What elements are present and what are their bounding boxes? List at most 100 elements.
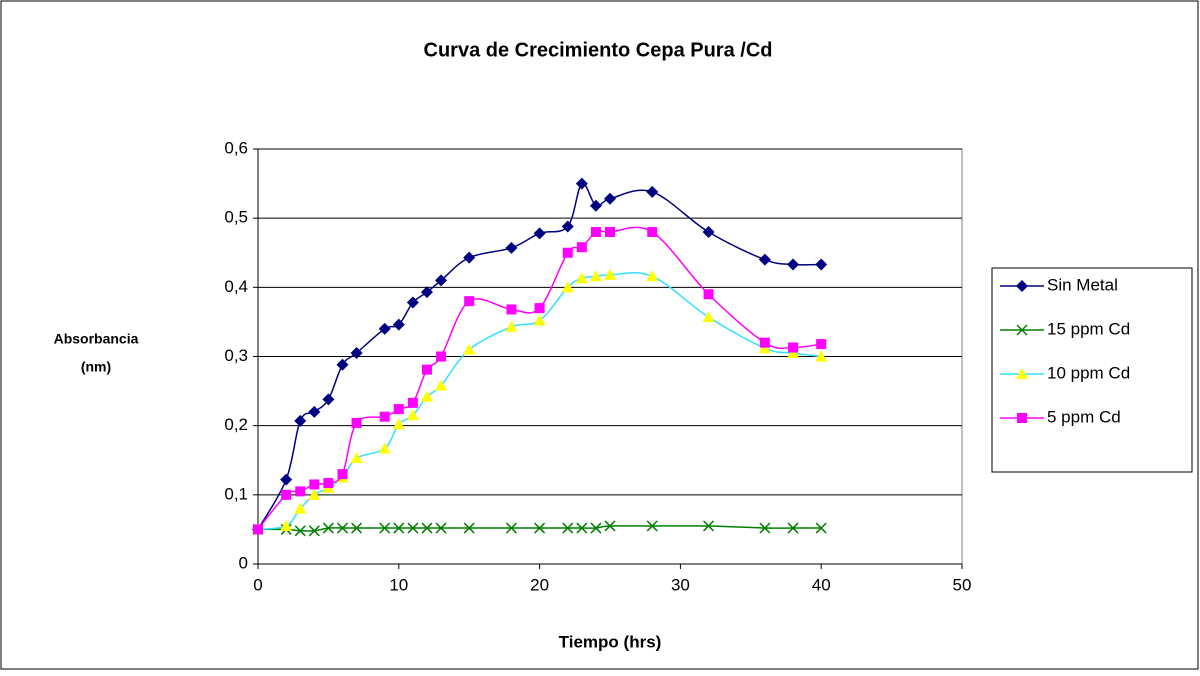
legend-label: 5 ppm Cd xyxy=(1047,407,1121,426)
marker xyxy=(1017,413,1027,423)
marker xyxy=(505,320,518,332)
marker xyxy=(420,390,433,402)
marker xyxy=(505,241,518,254)
marker xyxy=(604,268,616,280)
marker xyxy=(351,522,363,534)
marker xyxy=(815,522,827,534)
marker xyxy=(759,522,771,534)
marker xyxy=(323,478,334,489)
y-tick-label: 0,1 xyxy=(224,484,248,503)
marker xyxy=(702,226,715,238)
marker xyxy=(506,304,517,315)
marker xyxy=(280,473,293,486)
marker xyxy=(435,379,448,391)
marker xyxy=(815,258,828,271)
marker xyxy=(336,358,349,371)
marker xyxy=(590,522,602,534)
marker xyxy=(294,502,307,514)
marker xyxy=(280,519,293,531)
marker xyxy=(576,522,588,534)
x-tick-label: 50 xyxy=(953,575,972,594)
y-tick-label: 0,5 xyxy=(224,208,248,227)
x-tick-label: 0 xyxy=(253,575,262,594)
marker xyxy=(309,479,320,490)
marker xyxy=(407,522,419,534)
marker xyxy=(308,488,321,500)
marker xyxy=(562,247,573,258)
marker xyxy=(815,350,828,362)
marker xyxy=(407,397,418,408)
marker xyxy=(534,303,545,314)
y-tick-label: 0,4 xyxy=(224,277,248,296)
marker xyxy=(576,242,587,253)
marker xyxy=(421,522,433,534)
marker xyxy=(322,393,335,406)
marker xyxy=(646,185,659,198)
marker xyxy=(758,342,771,354)
marker xyxy=(788,342,799,353)
y-axis-label: (nm) xyxy=(81,359,111,375)
marker xyxy=(253,524,263,535)
marker xyxy=(336,522,349,534)
marker xyxy=(759,337,770,348)
marker xyxy=(646,520,658,532)
legend-box xyxy=(991,267,1193,473)
marker xyxy=(646,270,659,282)
marker xyxy=(703,520,715,532)
y-tick-label: 0,6 xyxy=(224,138,248,157)
x-axis-label: Tiempo (hrs) xyxy=(559,632,662,651)
marker xyxy=(702,311,715,323)
y-tick-label: 0 xyxy=(239,553,248,572)
legend-label: 10 ppm Cd xyxy=(1047,363,1130,382)
marker xyxy=(351,417,362,428)
marker xyxy=(787,258,800,271)
y-tick-label: 0,3 xyxy=(224,346,248,365)
marker xyxy=(604,520,616,532)
marker xyxy=(350,452,363,464)
marker xyxy=(605,227,615,237)
marker xyxy=(308,525,320,537)
marker xyxy=(534,522,546,534)
marker xyxy=(562,522,574,534)
marker xyxy=(561,281,574,293)
marker xyxy=(575,272,588,284)
marker xyxy=(533,227,546,240)
legend-label: Sin Metal xyxy=(1047,275,1118,294)
marker xyxy=(392,418,405,430)
marker xyxy=(295,486,306,497)
marker xyxy=(406,296,419,309)
marker xyxy=(787,347,800,359)
marker xyxy=(787,522,799,534)
marker xyxy=(463,522,475,534)
marker xyxy=(505,522,517,534)
marker xyxy=(561,220,574,233)
marker xyxy=(294,525,306,537)
marker xyxy=(393,404,404,415)
legend-label: 15 ppm Cd xyxy=(1047,319,1130,338)
marker xyxy=(589,270,602,282)
y-axis-label: Absorbancia xyxy=(54,331,139,347)
marker xyxy=(337,469,348,480)
marker xyxy=(1016,368,1028,379)
marker xyxy=(393,522,405,534)
marker xyxy=(703,289,714,300)
marker xyxy=(379,411,390,422)
marker xyxy=(604,192,616,205)
marker xyxy=(435,274,448,287)
marker xyxy=(420,286,433,299)
marker xyxy=(406,409,419,421)
marker xyxy=(350,347,363,360)
marker xyxy=(533,314,546,326)
marker xyxy=(463,251,476,264)
marker xyxy=(647,227,658,237)
chart-title: Curva de Crecimiento Cepa Pura /Cd xyxy=(424,39,773,61)
marker xyxy=(590,227,601,237)
marker xyxy=(294,414,307,427)
marker xyxy=(1016,280,1028,292)
x-tick-label: 20 xyxy=(530,575,549,594)
marker xyxy=(378,442,391,454)
x-tick-label: 10 xyxy=(389,575,408,594)
marker xyxy=(436,351,447,362)
marker xyxy=(379,522,391,534)
marker xyxy=(378,322,391,335)
